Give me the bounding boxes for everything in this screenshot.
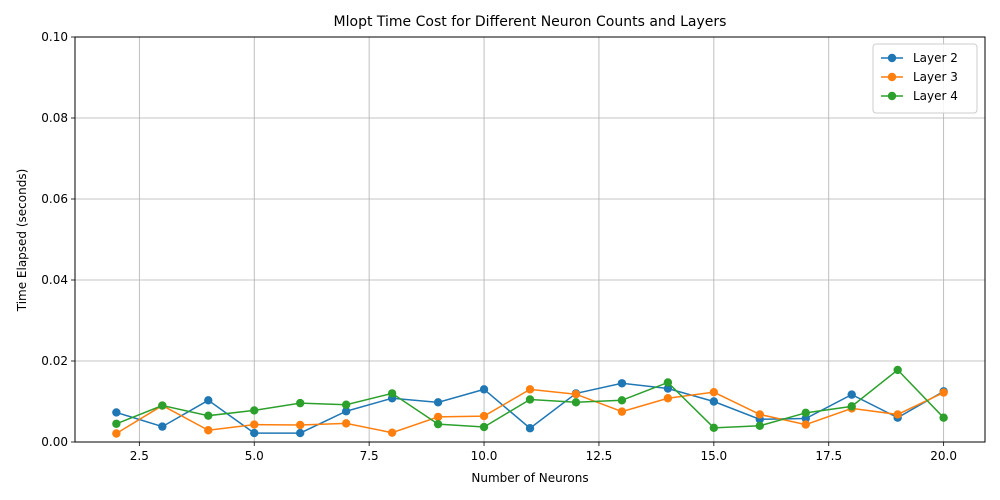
data-point (296, 420, 305, 430)
y-tick-label: 0.08 (41, 111, 68, 125)
series-layer (112, 365, 948, 438)
data-point (387, 428, 397, 437)
data-point (893, 410, 902, 419)
data-point (847, 390, 856, 399)
y-tick-label: 0.10 (41, 30, 68, 44)
data-point (755, 410, 764, 419)
data-point (296, 428, 305, 438)
data-point (433, 412, 443, 422)
plot-area: 2.5 5.0 7.5 10.0 12.5 15.0 17.5 20.0 0.000.020.… (41, 30, 986, 463)
data-point (433, 419, 443, 429)
x-axis-label: Number of Neurons (471, 471, 588, 485)
legend: Layer 2 Layer 3 Layer 4 (872, 43, 978, 114)
data-point (525, 395, 535, 404)
data-point (433, 398, 443, 407)
data-point (341, 400, 351, 409)
data-point (204, 396, 213, 405)
legend-item: Layer 4 (881, 89, 958, 103)
x-axis-ticks: 2.5 5.0 7.5 10.0 12.5 15.0 17.5 20.0 (130, 442, 957, 463)
data-point (617, 407, 627, 416)
data-point (387, 389, 397, 398)
data-point (112, 419, 121, 428)
x-tick-label: 12.5 (586, 449, 613, 463)
data-point (939, 413, 948, 422)
legend-label: Layer 4 (913, 89, 958, 103)
y-axis-ticks: 0.00 0.02 0.04 0.06 0.08 0.10 (41, 30, 75, 449)
data-point (801, 408, 810, 418)
x-tick-label: 10.0 (471, 449, 498, 463)
data-point (571, 390, 581, 399)
legend-label: Layer 2 (913, 51, 958, 65)
data-point (204, 411, 213, 420)
series-3 (112, 365, 948, 433)
legend-swatch-marker (887, 91, 897, 101)
data-point (158, 422, 167, 431)
y-tick-label: 0.02 (41, 354, 68, 368)
data-point (709, 423, 719, 433)
x-tick-label: 17.5 (815, 449, 842, 463)
data-point (617, 379, 627, 388)
legend-label: Layer 3 (913, 70, 958, 84)
legend-item: Layer 3 (881, 70, 958, 84)
data-point (341, 419, 351, 428)
data-point (663, 394, 673, 403)
data-point (479, 385, 489, 394)
data-point (847, 402, 856, 411)
data-point (479, 411, 489, 421)
data-point (250, 420, 259, 429)
x-tick-label: 7.5 (360, 449, 379, 463)
data-point (893, 365, 902, 375)
data-point (663, 384, 673, 393)
data-point (939, 388, 948, 397)
y-tick-label: 0.00 (41, 435, 68, 449)
data-point (525, 385, 535, 394)
x-tick-label: 20.0 (930, 449, 957, 463)
legend-swatch-marker (887, 72, 897, 82)
data-point (250, 406, 259, 415)
data-point (158, 401, 167, 410)
data-point (709, 397, 719, 406)
data-point (755, 421, 764, 430)
legend-item: Layer 2 (881, 51, 958, 65)
data-point (341, 407, 351, 416)
data-point (296, 398, 305, 408)
x-tick-label: 5.0 (245, 449, 264, 463)
axes-frame (74, 36, 986, 443)
data-point (112, 429, 121, 438)
data-point (571, 398, 581, 407)
y-tick-label: 0.04 (41, 273, 68, 287)
data-point (204, 426, 213, 435)
y-tick-label: 0.06 (41, 192, 68, 206)
chart-title: Mlopt Time Cost for Different Neuron Cou… (334, 14, 727, 30)
data-point (663, 378, 673, 387)
data-point (112, 408, 121, 417)
x-tick-label: 2.5 (130, 449, 149, 463)
x-tick-label: 15.0 (700, 449, 727, 463)
y-axis-label: Time Elapsed (seconds) (15, 169, 29, 313)
data-point (525, 424, 535, 433)
legend-swatch-marker (887, 53, 897, 63)
data-point (709, 387, 719, 397)
data-point (617, 396, 627, 405)
data-point (250, 428, 259, 438)
data-point (801, 420, 810, 429)
data-point (479, 422, 489, 432)
